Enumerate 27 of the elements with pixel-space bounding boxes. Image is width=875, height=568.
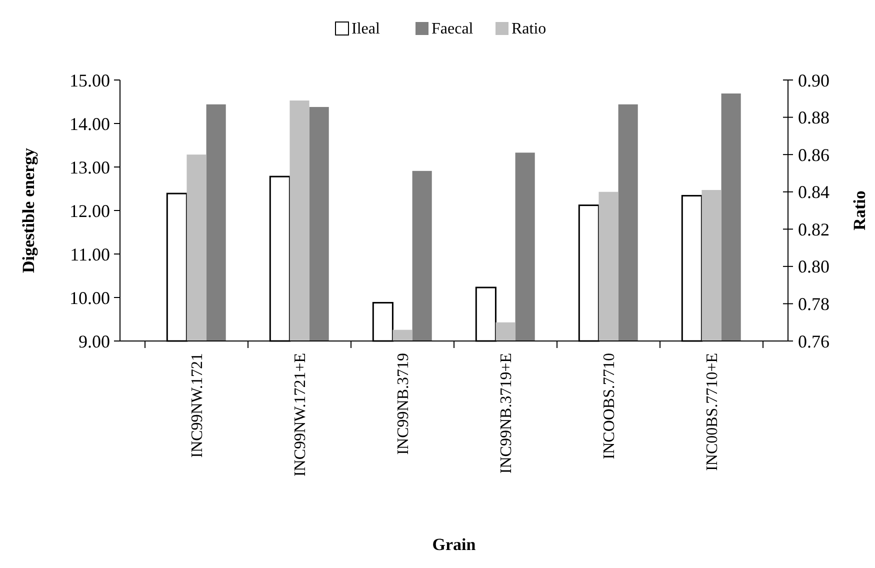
y2-tick-label: 0.82	[798, 219, 830, 240]
y-tick-label: 14.00	[70, 114, 110, 134]
y2-tick-label: 0.76	[798, 331, 830, 352]
y-tick-label: 15.00	[70, 70, 110, 90]
y-axis-title: Digestible energy	[19, 147, 38, 274]
y-tick-label: 10.00	[70, 288, 110, 308]
x-tick-label: INC99NW.1721+E	[292, 353, 310, 477]
x-tick-label: INCOOBS.7710	[601, 353, 618, 460]
y2-tick-label: 0.86	[798, 144, 830, 165]
legend-label: Faecal	[432, 20, 474, 38]
x-axis-title: Grain	[432, 535, 476, 554]
y2-tick-label: 0.90	[798, 70, 830, 90]
x-tick-label: INC00BS.7710+E	[704, 353, 722, 471]
y-tick-label: 13.00	[70, 157, 110, 178]
x-tick-label: INC99NB.3719	[395, 353, 412, 455]
y-tick-label: 9.00	[78, 331, 110, 352]
x-tick-label: INC99NW.1721	[189, 353, 206, 458]
y2-tick-label: 0.78	[798, 294, 830, 314]
legend-label: Ratio	[512, 20, 546, 38]
y-tick-label: 11.00	[70, 244, 110, 264]
y2-tick-label: 0.88	[798, 108, 830, 128]
y2-tick-label: 0.80	[798, 256, 830, 277]
x-tick-label: INC99NB.3719+E	[498, 353, 516, 474]
legend-label: Ileal	[352, 20, 380, 38]
y2-tick-label: 0.84	[798, 182, 830, 202]
y2-axis-title: Ratio	[850, 190, 869, 230]
y-tick-label: 12.00	[70, 200, 110, 221]
